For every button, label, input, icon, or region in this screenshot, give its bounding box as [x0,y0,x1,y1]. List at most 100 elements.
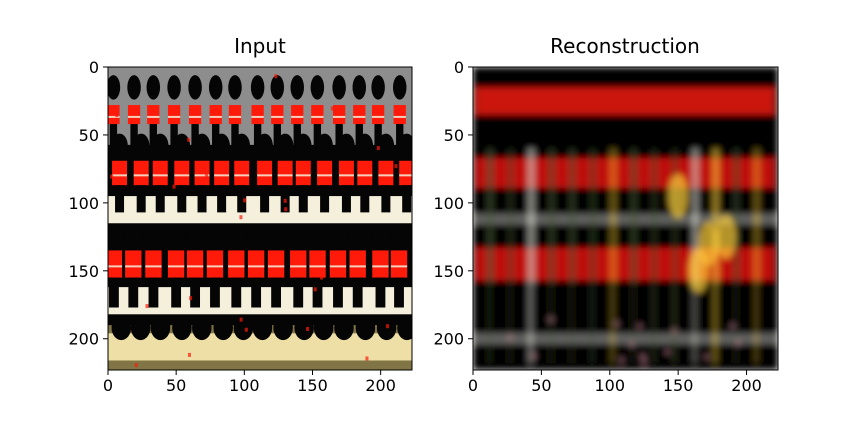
trousers [149,124,157,149]
bearskin-cap [192,315,212,341]
red-tunic [167,105,181,125]
trousers [148,277,159,308]
red-detail [110,174,114,179]
reconstruction-ytick-label: 0 [454,58,464,77]
red-detail [244,327,248,332]
column-streak-lower [609,284,616,364]
reconstruction-ytick-label: 50 [444,126,464,145]
belt [349,265,366,268]
reconstruction-image [473,67,778,370]
belt [167,115,181,118]
trousers [130,124,138,149]
column-streak-lower [589,284,595,364]
column-streak [732,148,740,285]
red-tunic [188,105,202,125]
bearskin-cap [228,75,242,100]
belt [393,115,406,118]
trousers [155,185,165,213]
bearskin-cap [332,75,346,100]
bearskin-cap [290,75,304,100]
bearskin-cap [172,315,192,341]
belt [291,115,304,118]
belt [174,174,190,177]
red-detail [320,275,324,280]
trousers [170,124,178,149]
bearskin-cap [270,75,285,100]
light-band [473,213,778,225]
belt [338,174,354,177]
red-band [475,158,774,188]
column-streak-lower [630,284,636,364]
belt [125,265,142,268]
column-streak [609,148,617,285]
belt [228,265,245,268]
red-detail [274,74,278,79]
red-tunic [152,160,168,186]
reconstruction-xtick-label: 50 [531,376,551,395]
trousers [333,277,343,308]
bearskin-cap [308,224,327,250]
bearskin-cap [334,315,354,341]
red-tunic [228,105,242,125]
input-ytick-label: 0 [89,58,99,77]
red-tunic [378,160,394,186]
bearskin-cap [289,224,308,250]
red-tunic [108,105,120,125]
speckle [619,357,624,364]
bearskin-cap [144,224,163,250]
column-streak [650,148,658,285]
red-tunic [311,105,324,125]
trousers [352,277,363,308]
trousers [312,277,323,308]
red-detail [187,352,191,357]
speckle [629,340,634,347]
reconstruction-ytick-label: 150 [433,262,464,281]
red-tunic [257,160,273,186]
red-tunic [127,105,141,125]
trousers [313,124,322,149]
belt [194,174,210,177]
column-streak [712,148,720,285]
bearskin-cap [348,224,367,250]
red-tunic [390,250,408,278]
trousers [128,277,139,308]
column-streak-lower [486,284,493,364]
bearskin-cap [328,224,347,250]
trousers [260,185,270,213]
belt [317,174,333,177]
bearskin-cap [398,133,412,159]
bearskin-cap [310,75,325,100]
red-detail [394,164,398,169]
speckle [508,334,513,341]
red-detail [134,363,138,368]
column-streak [589,148,597,285]
red-detail [332,258,336,263]
bearskin-cap [173,133,191,159]
column-streak [753,148,761,285]
belt [112,174,128,177]
trousers [298,185,308,213]
bearskin-cap [127,75,141,100]
red-tunic [174,160,190,186]
red-detail [239,317,243,322]
bearskin-cap [273,315,293,341]
red-tunic [194,160,210,186]
input-ytick-label: 100 [68,194,99,213]
red-tunic [214,160,230,186]
reconstruction-xtick-label: 200 [731,376,762,395]
column-streak-lower [691,284,698,364]
column-streak-lower [507,284,513,364]
belt [247,265,265,268]
speckle [730,323,735,330]
belt [228,115,242,118]
bearskin-cap [377,133,395,159]
belt [353,115,366,118]
bearskin-cap [371,75,385,100]
red-tunic [251,105,264,125]
bearskin-cap [193,133,211,159]
red-detail [205,173,209,178]
red-tunic [317,160,333,186]
bearskin-cap [371,224,390,250]
light-band [473,333,778,345]
belt [267,265,285,268]
